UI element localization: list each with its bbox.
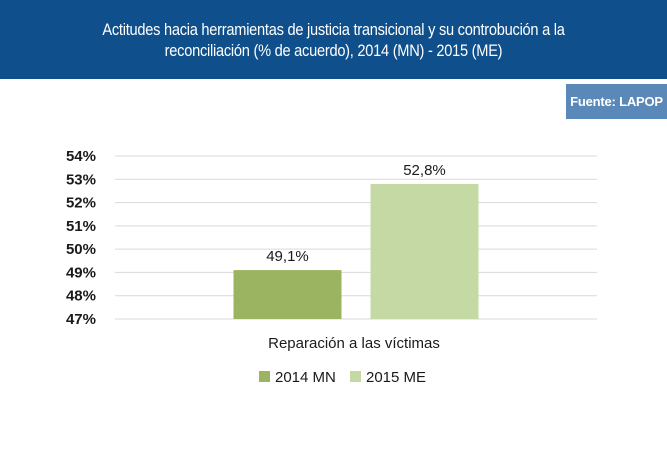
chart-header: Actitudes hacia herramientas de justicia… — [0, 0, 667, 79]
y-tick-label: 51% — [66, 218, 96, 235]
legend-label: 2014 MN — [275, 369, 336, 386]
data-label: 49,1% — [266, 248, 309, 265]
y-tick-label: 48% — [66, 288, 96, 305]
bar-2014 — [233, 270, 342, 319]
y-tick-label: 47% — [66, 311, 96, 328]
y-tick-label: 53% — [66, 171, 96, 188]
y-tick-label: 49% — [66, 264, 96, 281]
y-tick-label: 52% — [66, 195, 96, 212]
chart-title-line-1: Actitudes hacia herramientas de justicia… — [102, 19, 565, 39]
bar-2015 — [370, 183, 479, 319]
y-tick-label: 54% — [66, 148, 96, 165]
source-badge: Fuente: LAPOP — [566, 84, 667, 119]
data-label: 52,8% — [403, 162, 446, 179]
legend-label: 2015 ME — [366, 369, 426, 386]
legend-swatch — [259, 371, 270, 382]
chart-title-line-2: reconciliación (% de acuerdo), 2014 (MN)… — [164, 40, 503, 60]
legend-swatch — [350, 371, 361, 382]
x-category-label: Reparación a las víctimas — [268, 335, 440, 352]
y-tick-label: 50% — [66, 241, 96, 258]
